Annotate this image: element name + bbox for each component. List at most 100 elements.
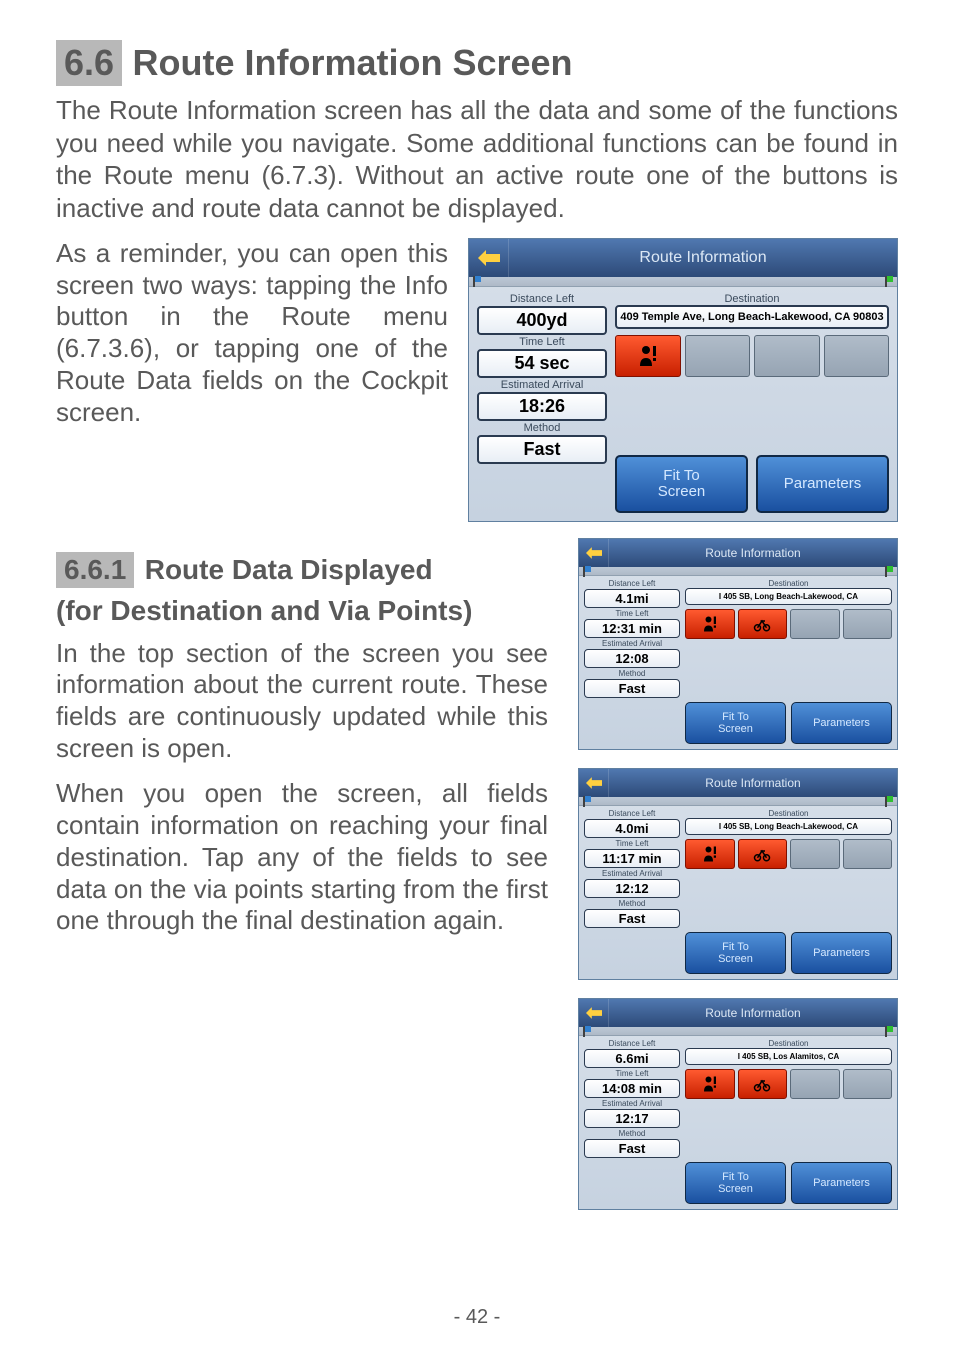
arrival-value[interactable]: 12:08 bbox=[584, 649, 680, 668]
progress-bar bbox=[579, 797, 897, 806]
destination-value[interactable]: 409 Temple Ave, Long Beach-Lakewood, CA … bbox=[615, 305, 889, 329]
arrival-label: Estimated Arrival bbox=[477, 379, 607, 391]
time-value[interactable]: 54 sec bbox=[477, 349, 607, 378]
arrival-label: Estimated Arrival bbox=[584, 639, 680, 648]
time-label: Time Left bbox=[584, 609, 680, 618]
method-value[interactable]: Fast bbox=[584, 909, 680, 928]
arrival-value[interactable]: 12:12 bbox=[584, 879, 680, 898]
start-flag-icon bbox=[471, 276, 483, 287]
person-alert-icon bbox=[701, 845, 719, 863]
fit-to-screen-button[interactable]: Fit ToScreen bbox=[615, 455, 748, 513]
end-flag-icon bbox=[883, 276, 895, 287]
method-label: Method bbox=[584, 899, 680, 908]
distance-label: Distance Left bbox=[477, 293, 607, 305]
method-value[interactable]: Fast bbox=[584, 679, 680, 698]
route-info-panel-main: Route Information Distance Left 400yd Ti… bbox=[468, 238, 898, 522]
end-flag-icon bbox=[883, 566, 895, 577]
method-value[interactable]: Fast bbox=[477, 435, 607, 464]
icon-slot-empty bbox=[754, 335, 820, 377]
distance-label: Distance Left bbox=[584, 579, 680, 588]
warning-icon-slot[interactable] bbox=[685, 1069, 735, 1099]
back-button[interactable] bbox=[579, 769, 609, 797]
distance-value[interactable]: 400yd bbox=[477, 306, 607, 335]
icon-slot-empty bbox=[790, 839, 840, 869]
icon-slot-empty bbox=[790, 1069, 840, 1099]
back-arrow-icon bbox=[586, 777, 602, 789]
destination-label: Destination bbox=[685, 1039, 892, 1048]
fit-to-screen-button[interactable]: Fit ToScreen bbox=[685, 932, 786, 974]
distance-label: Distance Left bbox=[584, 1039, 680, 1048]
fit-to-screen-button[interactable]: Fit ToScreen bbox=[685, 1162, 786, 1204]
icon-slot-empty bbox=[685, 335, 751, 377]
warning-icon-slot[interactable] bbox=[738, 1069, 788, 1099]
time-label: Time Left bbox=[584, 1069, 680, 1078]
panel-title: Route Information bbox=[609, 1006, 897, 1020]
motorcycle-icon bbox=[753, 845, 771, 863]
destination-value[interactable]: I 405 SB, Los Alamitos, CA bbox=[685, 1048, 892, 1065]
subsection-heading: 6.6.1 Route Data Displayed bbox=[56, 552, 548, 588]
method-value[interactable]: Fast bbox=[584, 1139, 680, 1158]
subsection-para2: When you open the screen, all fields con… bbox=[56, 778, 548, 937]
distance-value[interactable]: 6.6mi bbox=[584, 1049, 680, 1068]
subsection-title-line2: (for Destination and Via Points) bbox=[56, 594, 548, 628]
time-value[interactable]: 11:17 min bbox=[584, 849, 680, 868]
person-alert-icon bbox=[636, 344, 660, 368]
section-title: Route Information Screen bbox=[133, 42, 573, 83]
section-heading: 6.6 Route Information Screen bbox=[56, 40, 898, 86]
distance-label: Distance Left bbox=[584, 809, 680, 818]
person-alert-icon bbox=[701, 615, 719, 633]
progress-bar bbox=[579, 1027, 897, 1036]
method-label: Method bbox=[584, 669, 680, 678]
fit-to-screen-button[interactable]: Fit ToScreen bbox=[685, 702, 786, 744]
icon-slot-empty bbox=[824, 335, 890, 377]
icon-slot-empty bbox=[843, 1069, 893, 1099]
method-label: Method bbox=[584, 1129, 680, 1138]
back-button[interactable] bbox=[469, 239, 509, 277]
destination-label: Destination bbox=[615, 293, 889, 305]
time-label: Time Left bbox=[477, 336, 607, 348]
warning-icon-slot[interactable] bbox=[738, 609, 788, 639]
progress-bar bbox=[579, 567, 897, 576]
distance-value[interactable]: 4.0mi bbox=[584, 819, 680, 838]
panel-title: Route Information bbox=[609, 546, 897, 560]
panel-header: Route Information bbox=[469, 239, 897, 277]
distance-value[interactable]: 4.1mi bbox=[584, 589, 680, 608]
progress-bar bbox=[469, 277, 897, 287]
person-alert-icon bbox=[701, 1075, 719, 1093]
destination-label: Destination bbox=[685, 809, 892, 818]
arrival-label: Estimated Arrival bbox=[584, 869, 680, 878]
parameters-button[interactable]: Parameters bbox=[791, 932, 892, 974]
route-info-panel-small: Route Information Distance Left 6.6mi Ti… bbox=[578, 998, 898, 1210]
arrival-value[interactable]: 12:17 bbox=[584, 1109, 680, 1128]
icon-slot-empty bbox=[843, 609, 893, 639]
back-button[interactable] bbox=[579, 539, 609, 567]
time-value[interactable]: 12:31 min bbox=[584, 619, 680, 638]
panel-title: Route Information bbox=[509, 249, 897, 267]
warning-icon-slot[interactable] bbox=[615, 335, 681, 377]
start-flag-icon bbox=[581, 796, 593, 807]
parameters-button[interactable]: Parameters bbox=[791, 1162, 892, 1204]
section-number: 6.6 bbox=[56, 40, 122, 86]
reminder-paragraph: As a reminder, you can open this screen … bbox=[56, 238, 448, 428]
destination-value[interactable]: I 405 SB, Long Beach-Lakewood, CA bbox=[685, 818, 892, 835]
parameters-button[interactable]: Parameters bbox=[791, 702, 892, 744]
arrival-value[interactable]: 18:26 bbox=[477, 392, 607, 421]
back-button[interactable] bbox=[579, 999, 609, 1027]
warning-icon-slot[interactable] bbox=[685, 609, 735, 639]
motorcycle-icon bbox=[753, 615, 771, 633]
arrival-label: Estimated Arrival bbox=[584, 1099, 680, 1108]
back-arrow-icon bbox=[586, 547, 602, 559]
destination-value[interactable]: I 405 SB, Long Beach-Lakewood, CA bbox=[685, 588, 892, 605]
back-arrow-icon bbox=[586, 1007, 602, 1019]
start-flag-icon bbox=[581, 566, 593, 577]
icon-slot-empty bbox=[790, 609, 840, 639]
subsection-title-line1: Route Data Displayed bbox=[145, 554, 433, 585]
intro-paragraph: The Route Information screen has all the… bbox=[56, 94, 898, 224]
end-flag-icon bbox=[883, 796, 895, 807]
warning-icon-slot[interactable] bbox=[738, 839, 788, 869]
back-arrow-icon bbox=[478, 250, 500, 266]
parameters-button[interactable]: Parameters bbox=[756, 455, 889, 513]
method-label: Method bbox=[477, 422, 607, 434]
warning-icon-slot[interactable] bbox=[685, 839, 735, 869]
time-value[interactable]: 14:08 min bbox=[584, 1079, 680, 1098]
